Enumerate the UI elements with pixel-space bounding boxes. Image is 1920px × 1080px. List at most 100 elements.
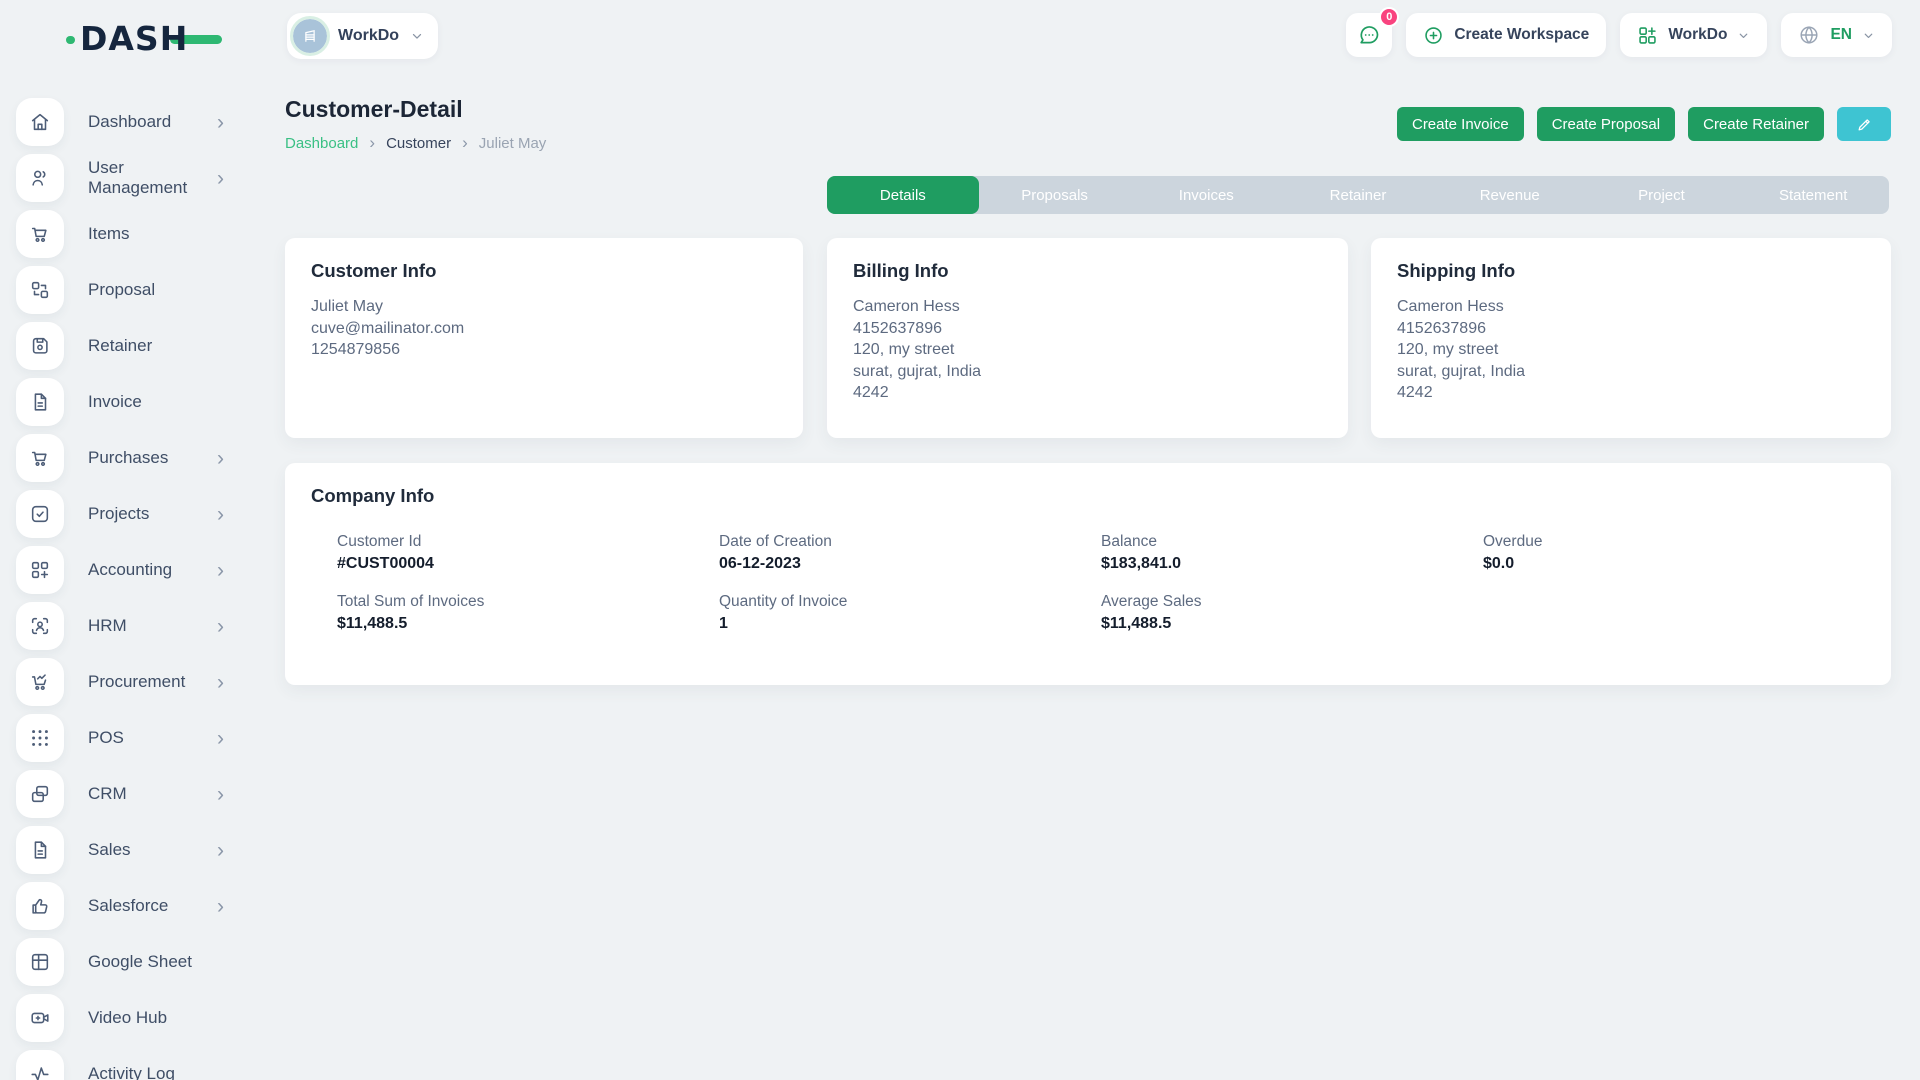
card-title: Customer Info [311,260,437,281]
chevron-right-icon: › [217,726,224,750]
workspace-selector[interactable]: WorkDo [287,13,439,59]
sidebar-item-dashboard[interactable]: Dashboard › [16,98,234,146]
field-overdue: Overdue $0.0 [1483,533,1543,572]
sidebar-item-salesforce[interactable]: Salesforce › [16,882,234,930]
chevron-right-icon: › [217,558,224,582]
table-icon [16,938,64,986]
video-icon [16,994,64,1042]
field-empty [1483,593,1865,633]
tab-invoices[interactable]: Invoices [1178,186,1234,204]
breadcrumb-customer-link[interactable]: Customer [386,134,452,152]
breadcrumb-dashboard-link[interactable]: Dashboard [285,134,359,152]
brand-logo-dash-icon [170,35,223,44]
brand-logo-text: DASH [66,22,188,55]
sidebar-item-invoice[interactable]: Invoice [16,378,234,426]
cart-icon [16,210,64,258]
sidebar-item-purchases[interactable]: Purchases › [16,434,234,482]
chevron-right-icon: › [217,894,224,918]
tab-proposals[interactable]: Proposals [1021,186,1088,204]
app-switcher-button[interactable]: WorkDo [1620,13,1768,57]
brand-logo[interactable]: DASH [66,20,223,56]
tab-revenue[interactable]: Revenue [1479,186,1540,204]
chevron-separator-icon: › [369,133,376,152]
detail-tabs: Details Proposals Invoices Retainer Reve… [827,176,1889,214]
sidebar-item-retainer[interactable]: Retainer [16,322,234,370]
chevron-down-icon [1740,33,1748,38]
shipping-city: surat, gujrat, India [1397,362,1526,380]
chevron-right-icon: › [217,502,224,526]
globe-icon [1800,26,1818,44]
file-icon [16,826,64,874]
field-customer-id: Customer Id #CUST00004 [337,533,434,572]
customer-name: Juliet May [311,298,384,315]
tab-details[interactable]: Details [827,176,979,214]
header-actions: 0 Create Workspace WorkDo EN [1346,7,1892,57]
create-invoice-button[interactable]: Create Invoice [1396,107,1524,141]
shipping-info-card: Shipping Info Cameron Hess 4152637896 12… [1371,238,1891,438]
customer-email: cuve@mailinator.com [311,319,465,337]
sidebar-item-activity-log[interactable]: Activity Log [16,1050,234,1080]
chevron-right-icon: › [217,670,224,694]
card-title: Shipping Info [1397,260,1516,281]
chevron-right-icon: › [217,782,224,806]
dots-grid-icon [16,714,64,762]
sidebar-item-crm[interactable]: CRM › [16,770,234,818]
sidebar: Dashboard › User Management › Items Prop… [0,72,250,1080]
sidebar-item-proposal[interactable]: Proposal [16,266,234,314]
breadcrumb: Dashboard › Customer › Juliet May [285,133,546,153]
sidebar-item-hrm[interactable]: HRM › [16,602,234,650]
billing-zip: 4242 [853,384,889,401]
breadcrumb-current: Juliet May [478,134,547,152]
thumbs-up-icon [16,882,64,930]
chat-icon [1360,26,1379,44]
home-icon [16,98,64,146]
sidebar-item-video-hub[interactable]: Video Hub [16,994,234,1042]
field-total-sum-of-invoices: Total Sum of Invoices $11,488.5 [337,593,485,632]
page-title: Customer-Detail [285,96,463,122]
users-icon [16,154,64,202]
sidebar-item-user-management[interactable]: User Management › [16,154,234,202]
create-proposal-button[interactable]: Create Proposal [1536,107,1676,141]
page-actions: Create Invoice Create Proposal Create Re… [1396,107,1891,141]
cart-chart-icon [16,658,64,706]
grid-plus-icon [16,546,64,594]
edit-customer-button[interactable] [1837,107,1891,141]
field-date-of-creation: Date of Creation 06-12-2023 [719,533,832,572]
sidebar-item-pos[interactable]: POS › [16,714,234,762]
chevron-down-icon [1864,33,1873,38]
card-title: Company Info [311,485,435,506]
sidebar-item-sales[interactable]: Sales › [16,826,234,874]
tab-statement[interactable]: Statement [1778,186,1848,204]
chevron-right-icon: › [217,614,224,638]
sidebar-item-accounting[interactable]: Accounting › [16,546,234,594]
workspace-name: WorkDo [338,27,400,44]
save-icon [16,322,64,370]
shipping-phone: 4152637896 [1397,319,1486,337]
create-workspace-label: Create Workspace [1454,26,1590,43]
card-title: Billing Info [853,260,949,281]
shipping-name: Cameron Hess [1397,298,1504,315]
sidebar-item-items[interactable]: Items [16,210,234,258]
chevron-right-icon: › [217,446,224,470]
language-selector[interactable]: EN [1781,13,1892,57]
activity-icon [16,1050,64,1080]
shipping-address: 120, my street [1397,341,1499,358]
sidebar-item-google-sheet[interactable]: Google Sheet [16,938,234,986]
tab-project[interactable]: Project [1638,186,1685,204]
sidebar-item-projects[interactable]: Projects › [16,490,234,538]
tab-retainer[interactable]: Retainer [1329,186,1387,204]
app-switcher-label: WorkDo [1668,26,1728,43]
chevron-right-icon: › [217,166,224,190]
plus-circle-icon [1425,26,1443,44]
company-info-grid: Customer Id #CUST00004 Date of Creation … [337,533,1865,633]
cards-icon [16,770,64,818]
sidebar-item-procurement[interactable]: Procurement › [16,658,234,706]
pencil-icon [1858,118,1870,130]
create-retainer-button[interactable]: Create Retainer [1688,107,1824,141]
billing-info-card: Billing Info Cameron Hess 4152637896 120… [827,238,1348,438]
create-workspace-button[interactable]: Create Workspace [1406,13,1607,57]
messages-button[interactable]: 0 [1346,7,1400,57]
cart-icon [16,434,64,482]
billing-name: Cameron Hess [853,298,960,315]
chevron-right-icon: › [217,110,224,134]
